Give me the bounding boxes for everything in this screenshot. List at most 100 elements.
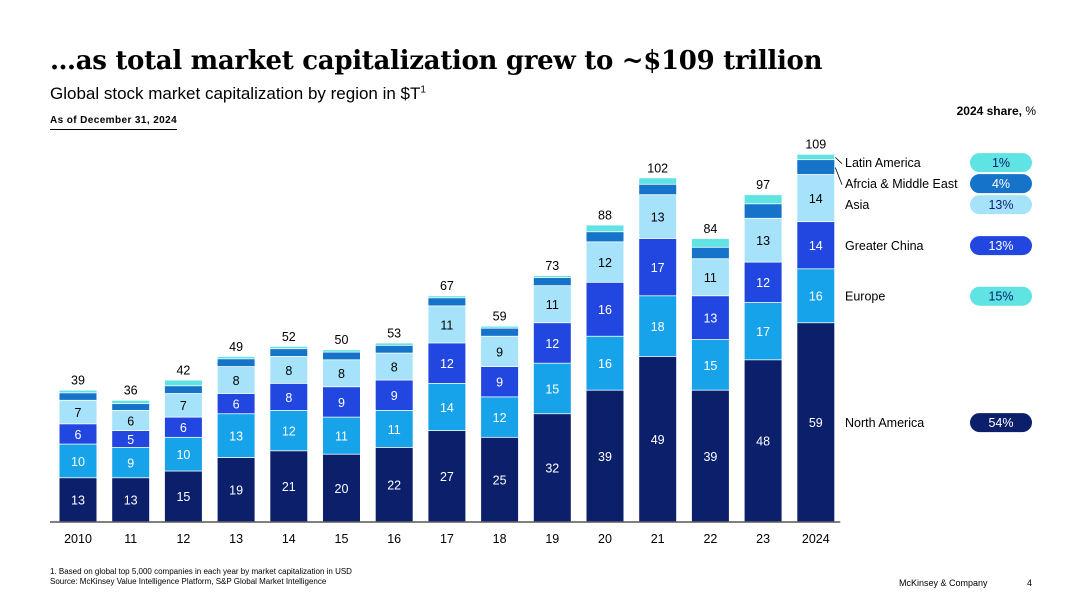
x-tick-18: 18 bbox=[493, 532, 507, 546]
legend-label-europe: Europe bbox=[845, 290, 885, 304]
bar-total-20: 88 bbox=[598, 208, 612, 222]
bar-segment-latin-america-19 bbox=[533, 275, 571, 278]
bar-label-greater-china-12: 6 bbox=[180, 421, 187, 435]
bar-segment-afrcia-middle-east-21 bbox=[639, 184, 677, 195]
bar-total-11: 36 bbox=[124, 384, 138, 398]
bar-label-north-america-11: 13 bbox=[124, 494, 138, 508]
bar-label-asia-23: 13 bbox=[756, 234, 770, 248]
bar-segment-europe-17 bbox=[428, 383, 466, 431]
bar-segment-greater-china-13 bbox=[217, 393, 255, 414]
subtitle-text: Global stock market capitalization by re… bbox=[50, 84, 421, 103]
bar-segment-latin-america-12 bbox=[164, 380, 202, 386]
bar-segment-afrcia-middle-east-13 bbox=[217, 359, 255, 367]
bar-label-greater-china-17: 12 bbox=[440, 357, 454, 371]
footnotes: 1. Based on global top 5,000 companies i… bbox=[50, 567, 352, 587]
footnote-1: 1. Based on global top 5,000 companies i… bbox=[50, 567, 352, 576]
bar-label-greater-china-22: 13 bbox=[703, 312, 717, 326]
bar-segment-greater-china-20 bbox=[586, 282, 624, 336]
x-tick-2010: 2010 bbox=[64, 532, 92, 546]
share-pill-latin-america bbox=[970, 153, 1032, 173]
bar-segment-north-america-15 bbox=[323, 454, 360, 522]
bar-segment-latin-america-2024 bbox=[797, 154, 835, 160]
page-number: 4 bbox=[1027, 578, 1033, 588]
bar-total-22: 84 bbox=[703, 222, 717, 236]
bar-label-asia-12: 7 bbox=[180, 399, 187, 413]
bar-segment-europe-18 bbox=[481, 397, 519, 437]
bar-segment-afrcia-middle-east-15 bbox=[323, 352, 360, 360]
bar-segment-latin-america-2010 bbox=[59, 390, 97, 393]
bar-segment-afrcia-middle-east-18 bbox=[481, 328, 519, 336]
bar-label-europe-15: 11 bbox=[335, 430, 348, 444]
x-tick-16: 16 bbox=[387, 532, 401, 546]
bar-total-12: 42 bbox=[176, 363, 190, 377]
x-tick-13: 13 bbox=[229, 532, 243, 546]
bar-segment-greater-china-14 bbox=[270, 383, 308, 410]
bar-segment-afrcia-middle-east-20 bbox=[586, 232, 624, 242]
bar-segment-north-america-22 bbox=[691, 390, 729, 522]
bar-label-greater-china-23: 12 bbox=[756, 276, 770, 290]
bar-label-greater-china-16: 9 bbox=[391, 389, 398, 403]
legend-label-asia: Asia bbox=[845, 198, 869, 212]
share-pill-afrcia-middle-east bbox=[970, 174, 1032, 194]
bar-label-greater-china-13: 6 bbox=[233, 398, 240, 412]
bar-segment-europe-23 bbox=[744, 302, 782, 360]
share-title-bold: 2024 share, bbox=[956, 104, 1022, 118]
bar-total-13: 49 bbox=[229, 340, 243, 354]
bar-label-asia-2024: 14 bbox=[809, 192, 823, 206]
bar-segment-latin-america-11 bbox=[112, 400, 150, 404]
bar-label-europe-2024: 16 bbox=[809, 290, 823, 304]
bar-segment-greater-china-22 bbox=[691, 296, 729, 340]
bar-segment-latin-america-16 bbox=[375, 343, 413, 345]
bar-label-north-america-15: 20 bbox=[335, 482, 349, 496]
bar-segment-greater-china-2010 bbox=[59, 424, 97, 444]
legend-label-latin-america: Latin America bbox=[845, 156, 921, 170]
bar-segment-asia-14 bbox=[270, 356, 308, 384]
bar-label-europe-21: 18 bbox=[651, 320, 665, 334]
bar-label-greater-china-15: 9 bbox=[338, 396, 345, 410]
bar-label-north-america-19: 32 bbox=[545, 462, 559, 476]
bar-total-23: 97 bbox=[756, 178, 770, 192]
bar-total-14: 52 bbox=[282, 330, 296, 344]
bar-segment-north-america-17 bbox=[428, 431, 466, 522]
bar-segment-europe-21 bbox=[639, 296, 677, 357]
bar-label-europe-17: 14 bbox=[440, 401, 454, 415]
page-title: …as total market capitalization grew to … bbox=[50, 46, 823, 76]
bar-segment-afrcia-middle-east-16 bbox=[375, 345, 413, 353]
stacked-bar-chart: 1310673920101395636111510674212191368491… bbox=[50, 138, 1032, 546]
bar-label-europe-22: 15 bbox=[703, 359, 717, 373]
bar-label-north-america-12: 15 bbox=[176, 490, 190, 504]
bar-label-asia-20: 12 bbox=[598, 256, 612, 270]
bar-label-north-america-22: 39 bbox=[703, 450, 717, 464]
bar-label-europe-23: 17 bbox=[756, 325, 770, 339]
bar-segment-north-america-12 bbox=[164, 471, 202, 522]
bar-segment-afrcia-middle-east-12 bbox=[164, 386, 202, 394]
bar-segment-afrcia-middle-east-17 bbox=[428, 298, 466, 306]
bar-label-north-america-16: 22 bbox=[387, 478, 401, 492]
bar-label-greater-china-2024: 14 bbox=[809, 239, 823, 253]
bar-label-asia-18: 9 bbox=[496, 345, 503, 359]
subtitle-footnote-marker: 1 bbox=[420, 84, 426, 96]
bar-segment-latin-america-13 bbox=[217, 356, 255, 359]
bar-label-greater-china-2010: 6 bbox=[75, 428, 82, 442]
share-value-latin-america: 1% bbox=[992, 156, 1010, 170]
bar-segment-latin-america-17 bbox=[428, 296, 466, 298]
bar-segment-asia-17 bbox=[428, 306, 466, 343]
bar-label-asia-16: 8 bbox=[391, 360, 398, 374]
share-pill-north-america bbox=[970, 413, 1032, 433]
share-pill-asia bbox=[970, 195, 1032, 215]
bar-segment-asia-16 bbox=[375, 353, 413, 380]
bar-label-north-america-18: 25 bbox=[493, 473, 507, 487]
bar-label-europe-12: 10 bbox=[176, 448, 190, 462]
bar-segment-greater-china-23 bbox=[744, 262, 782, 303]
bar-total-15: 50 bbox=[335, 333, 349, 347]
share-column-title: 2024 share, % bbox=[957, 104, 1036, 118]
bar-label-asia-2010: 7 bbox=[75, 406, 82, 420]
bar-segment-europe-13 bbox=[217, 414, 255, 458]
bar-label-north-america-23: 48 bbox=[756, 435, 770, 449]
bar-segment-asia-2024 bbox=[797, 174, 835, 222]
x-tick-20: 20 bbox=[598, 532, 612, 546]
bar-segment-asia-18 bbox=[481, 336, 519, 367]
bar-segment-north-america-18 bbox=[481, 437, 519, 522]
bar-label-europe-2010: 10 bbox=[71, 455, 85, 469]
bar-segment-afrcia-middle-east-2024 bbox=[797, 160, 835, 175]
